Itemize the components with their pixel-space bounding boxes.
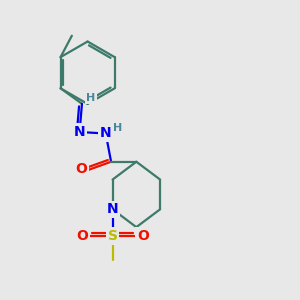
Text: H: H (113, 123, 122, 133)
Text: N: N (100, 126, 112, 140)
Text: O: O (76, 229, 88, 243)
Text: N: N (74, 125, 85, 139)
Text: S: S (108, 229, 118, 243)
Text: O: O (137, 229, 149, 243)
Text: H: H (86, 93, 95, 103)
Text: N: N (107, 202, 118, 216)
Text: O: O (75, 163, 87, 176)
